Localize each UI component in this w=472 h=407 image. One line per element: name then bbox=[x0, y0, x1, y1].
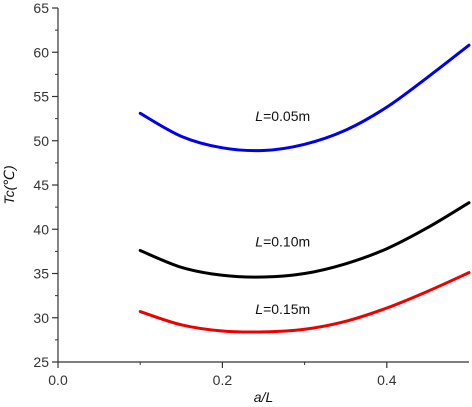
y-tick-label: 65 bbox=[33, 0, 49, 16]
series-line-1 bbox=[138, 43, 471, 153]
x-ticks: 0.0 0.2 0.4 bbox=[48, 362, 397, 388]
x-tick-label: 0.2 bbox=[213, 372, 233, 388]
series-label-variable: L bbox=[255, 108, 263, 124]
series-line-2 bbox=[138, 201, 471, 279]
y-tick-label: 25 bbox=[33, 354, 49, 370]
y-tick-label: 50 bbox=[33, 133, 49, 149]
x-tick-label: 0.0 bbox=[48, 372, 68, 388]
y-tick-label: 60 bbox=[33, 44, 49, 60]
series-label-value: =0.15m bbox=[263, 301, 310, 317]
series-label-variable: L bbox=[255, 301, 263, 317]
series-label-value: =0.10m bbox=[263, 234, 310, 250]
series-label-variable: L bbox=[255, 234, 263, 250]
series-line-3 bbox=[138, 271, 471, 334]
series-label-value: =0.05m bbox=[263, 108, 310, 124]
series-label-3: L=0.15m bbox=[255, 301, 310, 317]
y-axis-title: Tc(℃) bbox=[1, 165, 17, 204]
x-axis-title: a/L bbox=[254, 389, 273, 405]
series-label-2: L=0.10m bbox=[255, 234, 310, 250]
y-tick-label: 55 bbox=[33, 89, 49, 105]
y-tick-label: 45 bbox=[33, 177, 49, 193]
y-tick-label: 30 bbox=[33, 310, 49, 326]
series-label-1: L=0.05m bbox=[255, 108, 310, 124]
series-lines bbox=[138, 43, 471, 334]
x-tick-label: 0.4 bbox=[377, 372, 397, 388]
y-tick-label: 40 bbox=[33, 221, 49, 237]
y-ticks: 25 30 35 40 45 50 55 60 65 bbox=[33, 0, 58, 370]
y-tick-label: 35 bbox=[33, 266, 49, 282]
